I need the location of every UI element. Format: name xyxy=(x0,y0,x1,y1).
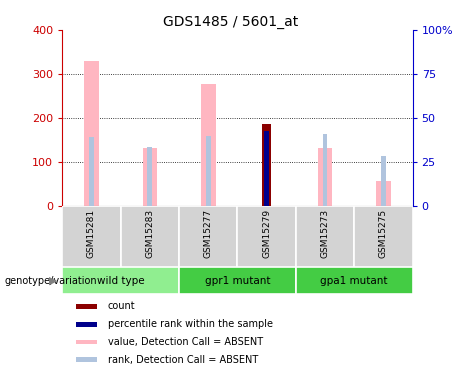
Bar xyxy=(89,136,94,206)
Bar xyxy=(206,136,211,206)
Bar xyxy=(121,206,179,267)
Bar xyxy=(262,124,271,206)
Text: GSM15283: GSM15283 xyxy=(145,209,154,258)
Text: count: count xyxy=(108,302,136,312)
Bar xyxy=(376,182,391,206)
Text: GSM15277: GSM15277 xyxy=(204,209,213,258)
Bar xyxy=(381,156,386,206)
Bar xyxy=(323,134,327,206)
Text: GSM15273: GSM15273 xyxy=(320,209,330,258)
Text: GSM15279: GSM15279 xyxy=(262,209,271,258)
Bar xyxy=(318,148,332,206)
Bar xyxy=(296,267,413,294)
Text: percentile rank within the sample: percentile rank within the sample xyxy=(108,319,273,329)
Bar xyxy=(76,357,97,362)
Bar xyxy=(76,339,97,344)
Text: gpa1 mutant: gpa1 mutant xyxy=(320,276,388,286)
Bar xyxy=(148,147,152,206)
Bar xyxy=(76,304,97,309)
Bar xyxy=(264,131,269,206)
Text: GDS1485 / 5601_at: GDS1485 / 5601_at xyxy=(163,15,298,29)
Text: ▶: ▶ xyxy=(49,276,58,286)
Text: GSM15275: GSM15275 xyxy=(379,209,388,258)
Bar xyxy=(237,206,296,267)
Bar xyxy=(62,267,179,294)
Bar xyxy=(201,84,216,206)
Text: value, Detection Call = ABSENT: value, Detection Call = ABSENT xyxy=(108,337,263,347)
Bar xyxy=(354,206,413,267)
Bar xyxy=(76,322,97,327)
Bar xyxy=(179,267,296,294)
Bar xyxy=(84,61,99,206)
Text: wild type: wild type xyxy=(97,276,144,286)
Text: gpr1 mutant: gpr1 mutant xyxy=(205,276,270,286)
Bar xyxy=(142,148,157,206)
Bar xyxy=(179,206,237,267)
Text: rank, Detection Call = ABSENT: rank, Detection Call = ABSENT xyxy=(108,355,258,364)
Bar xyxy=(62,206,121,267)
Bar xyxy=(296,206,354,267)
Text: genotype/variation: genotype/variation xyxy=(5,276,97,286)
Text: GSM15281: GSM15281 xyxy=(87,209,96,258)
